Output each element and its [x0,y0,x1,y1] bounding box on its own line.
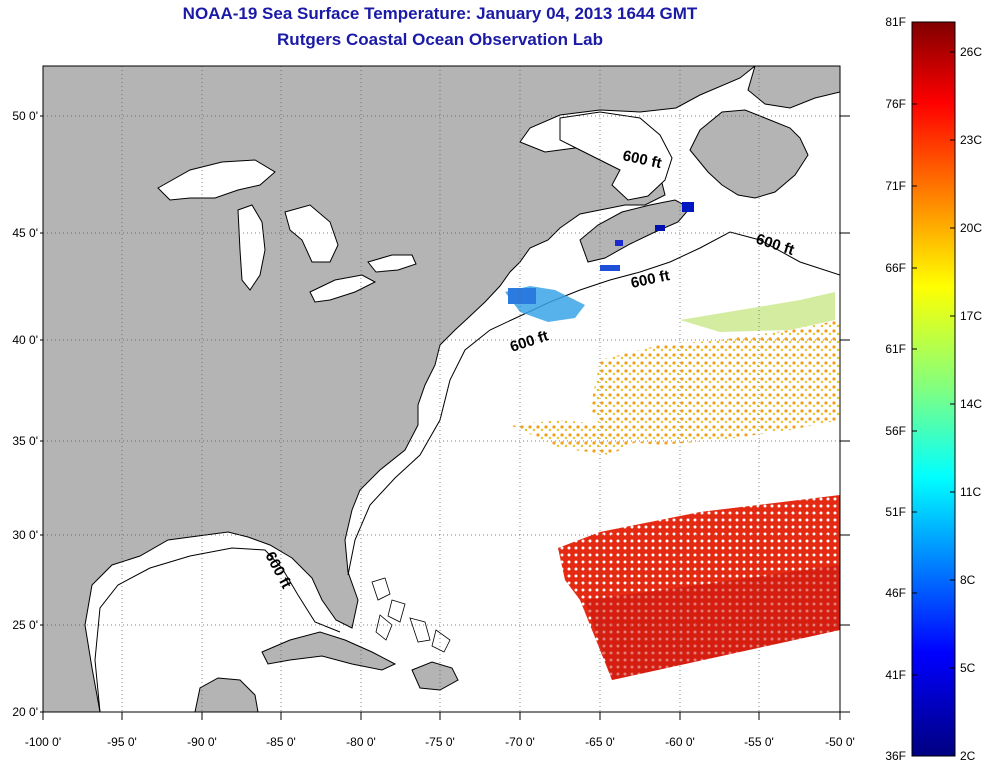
lon-tick-label: -50 0' [825,735,855,749]
colorbar-c-label: 2C [960,749,976,763]
lat-tick-label: 45 0' [12,226,38,240]
lat-tick-label: 35 0' [12,434,38,448]
colorbar-f-label: 61F [885,342,906,356]
colorbar-fahrenheit-labels: 81F 76F 71F 66F 61F 56F 51F 46F 41F 36F [885,15,917,763]
lon-tick-label: -90 0' [187,735,217,749]
map-title: NOAA-19 Sea Surface Temperature: January… [182,4,698,23]
colorbar-c-label: 11C [960,485,981,499]
lon-tick-label: -95 0' [107,735,137,749]
sst-warm-swath-red [585,565,840,680]
lon-tick-labels: -100 0' -95 0' -90 0' -85 0' -80 0' -75 0' -70… [25,712,855,749]
lon-tick-label: -100 0' [25,735,61,749]
colorbar-celsius-labels: 26C 23C 20C 17C 14C 11C 8C 5C 2C [950,45,982,763]
land-labrador [747,66,840,109]
colorbar-c-label: 14C [960,397,982,411]
land-newfoundland [689,109,809,199]
colorbar-f-label: 56F [885,424,906,438]
colorbar-f-label: 51F [885,505,906,519]
lon-tick-label: -80 0' [346,735,376,749]
lon-tick-label: -65 0' [585,735,615,749]
lat-tick-label: 40 0' [12,333,38,347]
lake-ontario [367,254,417,273]
lake-superior [157,159,276,201]
sst-mid-pixels [510,292,840,455]
gulf-st-lawrence [559,111,673,201]
map-frame [42,65,841,713]
lon-tick-label: -60 0' [665,735,695,749]
lat-tick-label: 20 0' [12,705,38,719]
land-yucatan [194,677,259,712]
lat-tick-label: 50 0' [12,109,38,123]
land-cuba [261,631,397,671]
lat-tick-label: 30 0' [12,528,38,542]
land-nova-scotia [579,199,691,263]
lon-tick-label: -70 0' [505,735,535,749]
colorbar-f-label: 71F [885,179,906,193]
colorbar-f-label: 76F [885,97,906,111]
lat-tick-label: 25 0' [12,618,38,632]
map-subtitle: Rutgers Coastal Ocean Observation Lab [277,30,603,49]
colorbar-f-label: 81F [885,15,906,29]
colorbar-f-label: 66F [885,261,906,275]
map-grid [43,66,840,712]
colorbar-f-label: 41F [885,668,906,682]
colorbar-c-label: 5C [960,661,976,675]
colorbar-c-label: 23C [960,133,982,147]
lake-michigan [237,204,266,291]
colorbar-f-label: 46F [885,586,906,600]
lake-erie [309,274,377,303]
colorbar-f-label: 36F [885,749,906,763]
land-north-america [43,66,756,712]
lon-tick-label: -75 0' [425,735,455,749]
land-hispaniola [411,661,459,691]
colorbar-c-label: 8C [960,573,976,587]
colorbar [911,21,956,757]
lat-tick-labels: 50 0' 45 0' 40 0' 35 0' 30 0' 25 0' 20 0' [12,109,850,719]
colorbar-c-label: 17C [960,309,982,323]
bahamas [371,577,451,653]
sst-cold-pixels [505,202,694,322]
colorbar-c-label: 20C [960,221,982,235]
lake-huron [284,204,339,263]
colorbar-c-label: 26C [960,45,982,59]
lon-tick-label: -85 0' [266,735,296,749]
lon-tick-label: -55 0' [744,735,774,749]
